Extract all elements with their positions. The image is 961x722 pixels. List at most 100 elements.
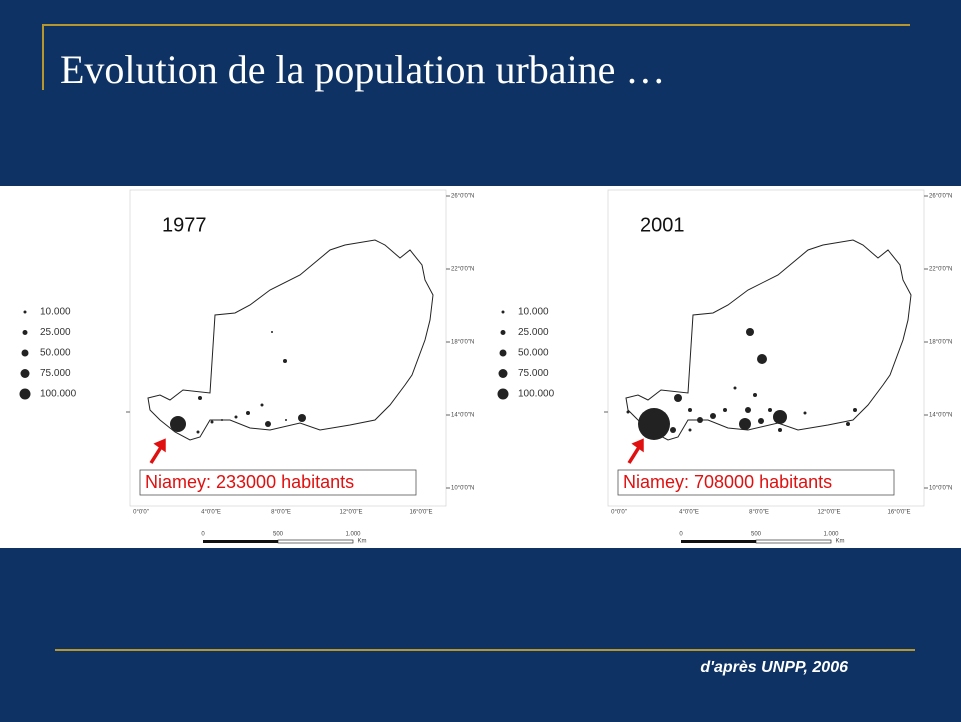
city-dot: [626, 410, 630, 414]
legend-label: 50.000: [40, 348, 71, 359]
map-frame: [129, 189, 447, 507]
legend-label: 100.000: [518, 389, 555, 400]
city-dot: [271, 331, 273, 333]
lat-label: 22°0'0"N: [929, 267, 952, 273]
city-dot: [674, 394, 682, 402]
lat-label: 22°0'0"N: [451, 267, 474, 273]
city-dot: [210, 420, 214, 424]
scale-label: 0: [679, 532, 683, 538]
legend-label: 100.000: [40, 389, 77, 400]
city-dot: [196, 430, 200, 434]
city-dot: [688, 408, 692, 412]
city-dot: [778, 428, 782, 432]
title: Evolution de la population urbaine …: [60, 47, 665, 92]
city-dot: [260, 403, 264, 407]
city-dot: [768, 408, 772, 412]
scale-label: 1.000: [345, 532, 361, 538]
map: 2001 10.000 25.000 50.000 75.000 100.000 26°0'…: [497, 189, 952, 545]
legend-label: 50.000: [518, 348, 549, 359]
legend-dot: [498, 369, 508, 378]
arrow: [149, 438, 166, 464]
lon-label: 16°0'0"E: [887, 510, 910, 516]
map-frame: [607, 189, 925, 507]
lon-label: 0°0'0": [611, 510, 627, 516]
city-dot: [170, 416, 186, 432]
annotation: Niamey: 233000 habitants: [145, 472, 354, 492]
scale-label: 500: [751, 532, 762, 538]
legend-label: 75.000: [40, 368, 71, 379]
lon-label: 12°0'0"E: [339, 510, 362, 516]
legend-dot: [23, 310, 27, 314]
year: 2001: [640, 214, 685, 236]
lat-label: 14°0'0"N: [451, 413, 474, 419]
scale-label: 0: [201, 532, 205, 538]
annotation: Niamey: 708000 habitants: [623, 472, 832, 492]
lat-label: 18°0'0"N: [451, 340, 474, 346]
legend-dot: [501, 310, 505, 314]
city-dot: [688, 428, 692, 432]
legend-dot: [500, 330, 506, 335]
city-dot: [710, 413, 716, 419]
scale-bar: [681, 540, 756, 543]
lon-label: 12°0'0"E: [817, 510, 840, 516]
city-dot: [733, 386, 737, 390]
scale-label: 1.000: [823, 532, 839, 538]
legend-dot: [497, 388, 509, 400]
country-outline: [147, 239, 434, 441]
city-dot: [753, 393, 757, 397]
country-outline: [625, 239, 912, 441]
lat-label: 10°0'0"N: [451, 486, 474, 492]
scale-bar: [755, 539, 832, 544]
lon-label: 8°0'0"E: [749, 510, 769, 516]
legend-label: 25.000: [518, 327, 549, 338]
annotation-box: [139, 469, 417, 496]
lat-label: 10°0'0"N: [929, 486, 952, 492]
legend-dot: [21, 349, 29, 357]
year: 1977: [162, 214, 207, 236]
city-dot: [670, 427, 676, 433]
city-dot: [283, 359, 287, 363]
legend-label: 10.000: [40, 307, 71, 318]
city-dot: [758, 418, 764, 424]
city-dot: [723, 408, 727, 412]
source: d'après UNPP, 2006: [700, 659, 848, 676]
lon-label: 8°0'0"E: [271, 510, 291, 516]
city-dot: [746, 328, 754, 336]
city-dot: [803, 411, 807, 415]
city-dot: [745, 407, 751, 413]
lon-label: 16°0'0"E: [409, 510, 432, 516]
city-dot: [773, 410, 787, 424]
scale-label: 500: [273, 532, 284, 538]
lat-label: 26°0'0"N: [451, 194, 474, 200]
lat-label: 26°0'0"N: [929, 194, 952, 200]
lat-label: 14°0'0"N: [929, 413, 952, 419]
scale-label: Km: [358, 539, 367, 545]
lon-label: 4°0'0"E: [679, 510, 699, 516]
legend-dot: [19, 388, 31, 400]
city-dot: [246, 411, 250, 415]
legend-label: 10.000: [518, 307, 549, 318]
city-dot: [739, 418, 751, 430]
map: 1977 10.000 25.000 50.000 75.000 100.000 26°0'…: [19, 189, 474, 545]
maps: 1977 10.000 25.000 50.000 75.000 100.000 26°0'…: [19, 189, 952, 545]
lat-label: 18°0'0"N: [929, 340, 952, 346]
city-dot: [638, 408, 670, 440]
lon-label: 0°0'0": [133, 510, 149, 516]
city-dot: [853, 408, 857, 412]
legend-dot: [22, 330, 28, 335]
legend-dot: [20, 369, 30, 378]
legend-label: 25.000: [40, 327, 71, 338]
legend-label: 75.000: [518, 368, 549, 379]
legend-dot: [499, 349, 507, 357]
city-dot: [697, 417, 703, 423]
city-dot: [265, 421, 271, 427]
city-dot: [757, 354, 767, 364]
city-dot: [198, 396, 202, 400]
city-dot: [846, 422, 850, 426]
scale-label: Km: [836, 539, 845, 545]
city-dot: [234, 415, 238, 419]
city-dot: [285, 419, 287, 421]
city-dot: [221, 419, 223, 421]
scale-bar: [203, 540, 278, 543]
